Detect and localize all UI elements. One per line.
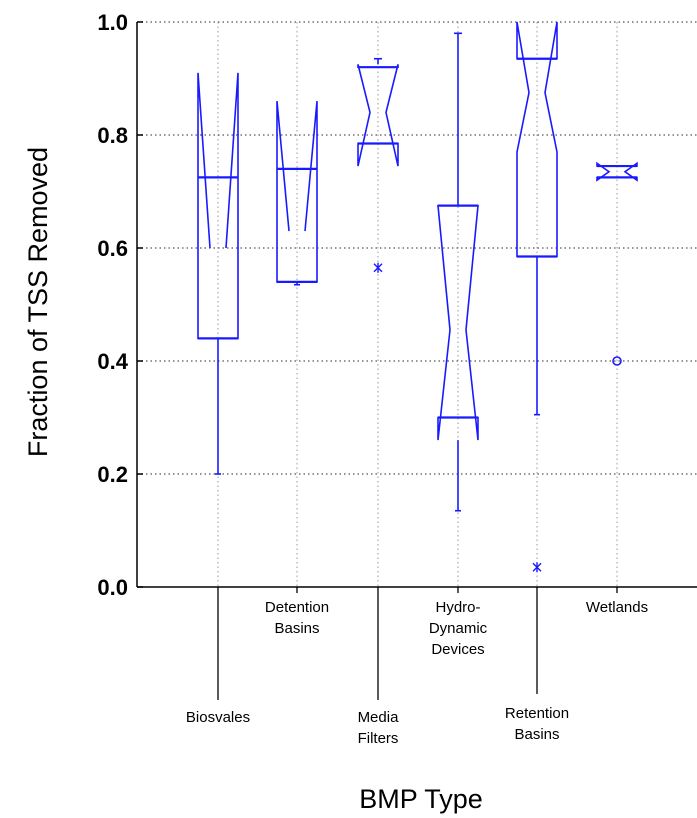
category-label-line: Dynamic — [429, 620, 488, 637]
category-label-line: Media — [358, 709, 400, 726]
box-outline — [276, 101, 318, 283]
category-label: Wetlands — [586, 599, 648, 616]
category-label-line: Basins — [274, 620, 319, 637]
y-tick-label: 0.0 — [97, 575, 128, 600]
y-ticks: 0.0 0.2 0.4 0.6 0.8 1.0 — [97, 10, 143, 600]
category-label: Media Filters — [358, 709, 400, 747]
category-label-line: Basins — [514, 726, 559, 743]
category-label-line: Filters — [358, 730, 399, 747]
box-6 — [596, 161, 638, 366]
category-label-line: Retention — [505, 705, 569, 722]
box-4 — [437, 32, 479, 512]
outlier-point — [612, 356, 622, 366]
y-tick-label: 0.6 — [97, 236, 128, 261]
axes — [136, 22, 697, 588]
category-label-line: Biosvales — [186, 709, 250, 726]
boxes — [197, 21, 638, 573]
category-label: Detention Basins — [265, 599, 329, 637]
y-tick-label: 0.4 — [97, 349, 128, 374]
category-label: Biosvales — [186, 709, 250, 726]
box-1 — [197, 72, 239, 475]
grid — [137, 21, 697, 587]
box-3 — [357, 57, 399, 273]
y-axis-label: Fraction of TSS Removed — [23, 147, 53, 457]
category-labels: Biosvales Detention Basins Media Filters Hydr… — [186, 587, 648, 747]
x-axis-label: BMP Type — [359, 784, 483, 814]
category-label-line: Wetlands — [586, 599, 648, 616]
box-2 — [276, 101, 318, 286]
y-tick-label: 0.8 — [97, 123, 128, 148]
y-tick-label: 0.2 — [97, 462, 128, 487]
box-5 — [516, 21, 558, 573]
category-label-line: Hydro- — [435, 599, 480, 616]
category-label: Hydro- Dynamic Devices — [429, 599, 488, 658]
category-label-line: Devices — [431, 641, 484, 658]
box-outline — [357, 64, 399, 167]
y-tick-label: 1.0 — [97, 10, 128, 35]
category-label: Retention Basins — [505, 705, 569, 743]
category-label-line: Detention — [265, 599, 329, 616]
